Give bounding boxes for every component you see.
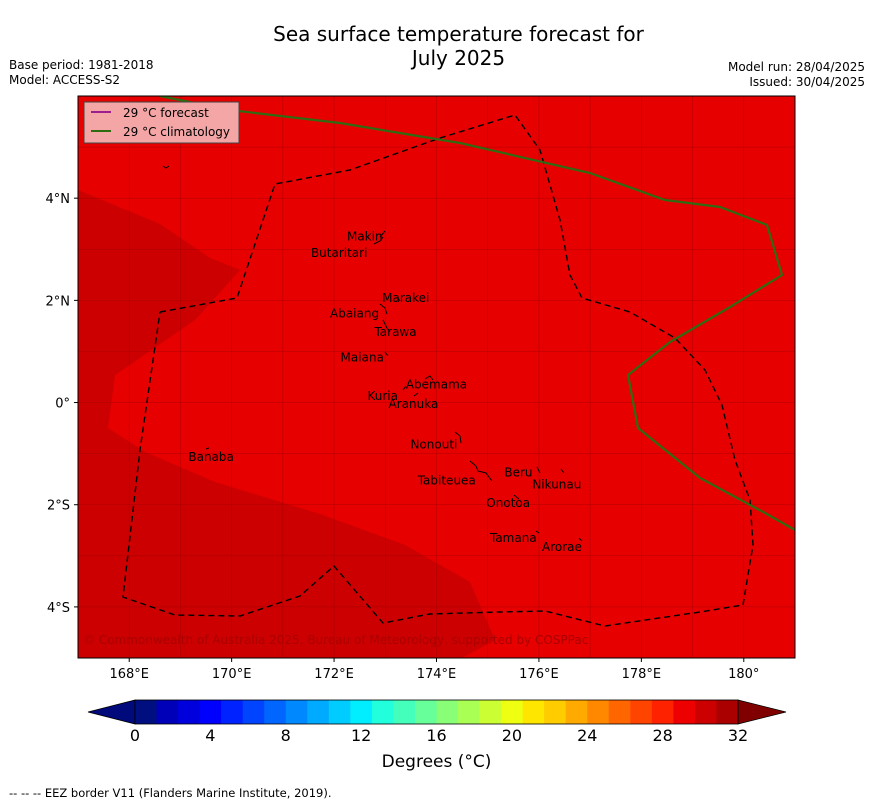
colorbar-bin [544,700,567,724]
place-label: Butaritari [311,246,368,260]
colorbar-bin [651,700,674,724]
lon-tick-label: 180° [728,667,759,682]
colorbar-bin [436,700,459,724]
colorbar-bin [716,700,739,724]
colorbar-tick-label: 12 [351,726,371,745]
colorbar-bin [458,700,481,724]
lat-tick-label: 2°S [47,499,70,514]
colorbar-bin [479,700,502,724]
lat-tick-label: 4°N [46,192,71,207]
colorbar-label: Degrees (°C) [381,752,492,772]
colorbar-bin [587,700,610,724]
colorbar-bin [242,700,265,724]
colorbar-bin [328,700,351,724]
place-label: Banaba [188,450,234,464]
lon-tick-label: 174°E [417,667,457,682]
longitude-axis: 168°E 170°E 172°E 174°E 176°E 178°E 180° [109,658,759,682]
place-label: Makin [347,230,383,244]
colorbar-bin [285,700,308,724]
colorbar-over-arrow [737,699,787,725]
colorbar-bin [565,700,588,724]
colorbar-bin [135,700,158,724]
colorbar-tick-label: 24 [577,726,597,745]
colorbar-bin [630,700,653,724]
legend-box [83,101,240,144]
copyright-text: © Commonwealth of Australia 2025, Bureau… [83,633,588,647]
place-label: Abaiang [330,307,379,321]
place-label: Onotoa [486,496,530,510]
meta-right: Model run: 28/04/2025 Issued: 30/04/2025 [728,60,865,90]
colorbar-bin [501,700,524,724]
title-line-2: July 2025 [411,46,506,70]
colorbar-bin [673,700,696,724]
place-label: Abemama [406,378,467,392]
colorbar-tick-label: 4 [205,726,215,745]
place-label: Kuria [367,389,398,403]
place-label: Tabiteuea [417,474,476,488]
colorbar-bin [199,700,222,724]
lon-tick-label: 178°E [622,667,662,682]
colorbar-bin [608,700,631,724]
colorbar-bin [178,700,201,724]
colorbar-bin [694,700,717,724]
colorbar-under-arrow [87,699,136,725]
lat-tick-label: 2°N [46,294,71,309]
colorbar-bin [350,700,373,724]
colorbar-tick-label: 20 [502,726,522,745]
lon-tick-label: 176°E [519,667,559,682]
chart-title: Sea surface temperature forecast for Jul… [0,22,873,70]
colorbar-bin [393,700,416,724]
colorbar-tick-label: 8 [281,726,291,745]
colorbar-frame [134,699,739,725]
colorbar-bin [414,700,437,724]
place-label: Tamana [489,531,537,545]
meta-left: Base period: 1981-2018 Model: ACCESS-S2 [9,58,154,88]
place-label: Arorae [542,540,582,554]
model-name: Model: ACCESS-S2 [9,73,121,87]
colorbar-bin [156,700,179,724]
model-run: Model run: 28/04/2025 [727,60,865,74]
place-label: Aranuka [389,397,439,411]
map-grid [78,96,795,658]
colorbar: 0 4 8 12 16 20 24 28 32 [87,699,787,745]
colorbar-tick-label: 16 [426,726,446,745]
place-label: Tarawa [373,325,416,339]
place-label: Nikunau [532,477,581,491]
lat-tick-label: 4°S [47,601,70,616]
climatology-29c-line [159,96,795,531]
lon-tick-label: 170°E [212,667,252,682]
place-label: Beru [504,466,532,480]
colorbar-tick-label: 32 [728,726,748,745]
place-label: Maiana [341,351,384,365]
sst-warm-region [78,190,495,658]
place-label: Marakei [382,291,429,305]
issued-date: Issued: 30/04/2025 [749,75,865,89]
lon-tick-label: 172°E [314,667,354,682]
colorbar-bin [264,700,287,724]
latitude-axis: 4°N 2°N 0° 2°S 4°S [46,192,78,616]
legend-forecast-label: 29 °C forecast [123,106,209,120]
eez-footnote: -- -- -- EEZ border V11 (Flanders Marine… [9,786,332,800]
colorbar-bin [307,700,330,724]
legend-climatology-label: 29 °C climatology [123,125,230,139]
title-line-1: Sea surface temperature forecast for [273,22,644,46]
island-shapes [162,165,583,542]
lat-tick-label: 0° [55,397,70,412]
place-label: Nonouti [410,437,457,451]
base-period: Base period: 1981-2018 [9,58,154,72]
colorbar-tick-label: 0 [130,726,140,745]
colorbar-bin [371,700,394,724]
colorbar-bin [522,700,545,724]
eez-border [122,114,754,627]
lon-tick-label: 168°E [109,667,149,682]
colorbar-tick-label: 28 [652,726,672,745]
colorbar-bin [221,700,244,724]
map-legend: 29 °C forecast 29 °C climatology [83,101,240,144]
